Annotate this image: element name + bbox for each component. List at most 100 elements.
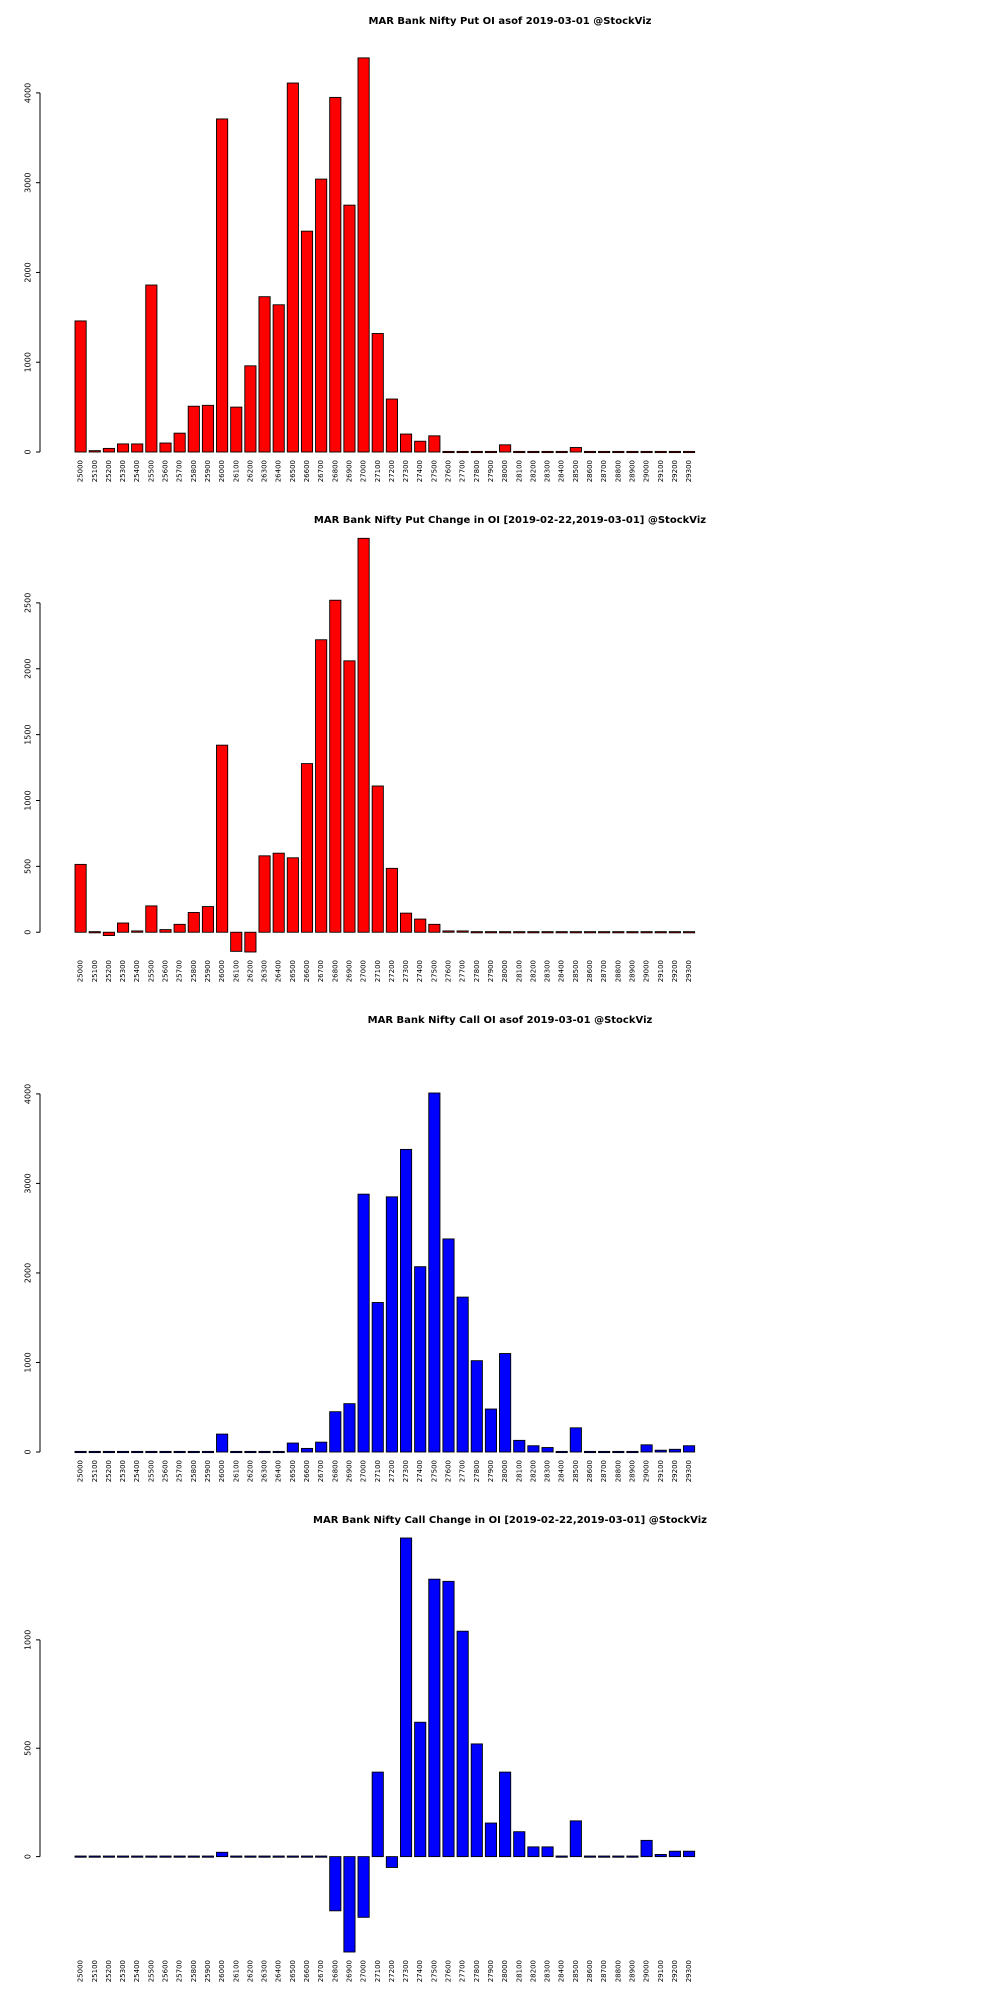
bar-25600 (159, 1855, 172, 1858)
x-tick-label: 25500 (147, 460, 155, 482)
x-tick-label: 25700 (176, 460, 184, 482)
bar-25400 (131, 1450, 144, 1454)
x-tick-label: 27400 (416, 960, 424, 982)
bar-27700 (456, 930, 469, 933)
x-tick-label: 25200 (105, 1960, 113, 1982)
bar-27700 (456, 1296, 469, 1453)
bar-28500 (569, 1820, 582, 1858)
bar-26000 (216, 118, 229, 453)
y-tick-label: 2000 (24, 262, 33, 282)
x-tick-label: 26200 (246, 960, 254, 982)
x-tick-label: 27600 (445, 1460, 453, 1482)
bar-27800 (470, 1360, 483, 1453)
x-tick-label: 25800 (190, 1960, 198, 1982)
bar-29100 (654, 1854, 667, 1858)
bar-28000 (499, 444, 512, 453)
bar-28700 (598, 1855, 611, 1858)
bar-27900 (484, 450, 498, 454)
bar-25200 (102, 931, 115, 936)
bar-29000 (640, 931, 653, 934)
bar-28400 (555, 931, 568, 934)
y-tick-label: 1000 (24, 790, 33, 810)
x-tick-label: 29000 (643, 1460, 651, 1482)
chart-title: MAR Bank Nifty Call OI asof 2019-03-01 @… (368, 1015, 653, 1026)
x-tick-label: 26900 (345, 1460, 353, 1482)
bar-25400 (131, 443, 144, 453)
bar-28000 (499, 1771, 512, 1858)
x-tick-label: 26000 (218, 960, 226, 982)
x-tick-label: 25600 (162, 460, 170, 482)
x-tick-label: 28800 (614, 1460, 622, 1482)
x-tick-label: 28500 (572, 460, 580, 482)
bar-26900 (343, 1403, 356, 1453)
x-tick-label: 26000 (218, 1460, 226, 1482)
x-tick-label: 28800 (614, 1960, 622, 1982)
bar-27300 (400, 1537, 413, 1858)
x-tick-label: 25700 (176, 960, 184, 982)
x-tick-label: 28500 (572, 1960, 580, 1982)
x-tick-label: 26200 (246, 460, 254, 482)
bar-26200 (244, 1855, 257, 1858)
x-tick-label: 25500 (147, 1960, 155, 1982)
x-tick-label: 28900 (628, 960, 636, 982)
bar-27400 (414, 440, 427, 453)
bar-28300 (541, 450, 554, 454)
x-tick-label: 27600 (445, 460, 453, 482)
bar-28400 (555, 1450, 568, 1454)
y-tick-label: 0 (24, 1854, 33, 1859)
bar-28400 (555, 450, 568, 454)
bar-28600 (583, 450, 597, 454)
bar-25800 (187, 1855, 200, 1858)
x-tick-label: 29100 (657, 960, 665, 982)
x-tick-label: 25600 (162, 960, 170, 982)
bar-27200 (385, 398, 398, 453)
x-tick-label: 27700 (459, 1960, 467, 1982)
bar-27100 (371, 1302, 384, 1453)
bar-26300 (258, 1450, 271, 1454)
bar-27100 (371, 333, 384, 453)
bar-25000 (74, 863, 87, 933)
bar-26600 (300, 1855, 314, 1858)
bar-25000 (74, 320, 87, 453)
x-tick-label: 29100 (657, 460, 665, 482)
bar-29200 (668, 931, 681, 934)
x-tick-label: 25900 (204, 1460, 212, 1482)
x-tick-label: 25700 (176, 1460, 184, 1482)
x-tick-label: 28600 (586, 1960, 594, 1982)
x-tick-label: 25400 (133, 460, 141, 482)
bar-28100 (513, 931, 526, 934)
bar-25500 (145, 905, 158, 933)
chart-title: MAR Bank Nifty Put OI asof 2019-03-01 @S… (369, 16, 652, 27)
bar-25200 (102, 1855, 115, 1858)
x-tick-label: 27000 (360, 1460, 368, 1482)
bar-28900 (626, 1450, 639, 1454)
x-tick-label: 27400 (416, 460, 424, 482)
x-tick-label: 28000 (501, 1460, 509, 1482)
x-tick-label: 28200 (529, 1460, 537, 1482)
bar-27000 (357, 57, 370, 453)
x-tick-label: 26700 (317, 1960, 325, 1982)
bar-27500 (428, 435, 441, 453)
x-tick-label: 26900 (345, 1960, 353, 1982)
x-tick-label: 26700 (317, 1460, 325, 1482)
x-tick-label: 27500 (430, 1460, 438, 1482)
x-tick-label: 26100 (232, 1960, 240, 1982)
x-tick-label: 25600 (162, 1960, 170, 1982)
bar-29300 (683, 450, 696, 454)
bar-27200 (385, 867, 398, 933)
bar-29000 (640, 1444, 653, 1453)
x-tick-label: 28500 (572, 1460, 580, 1482)
x-tick-label: 27200 (388, 1960, 396, 1982)
bar-27900 (484, 1822, 498, 1858)
bar-26000 (216, 1851, 229, 1858)
bar-26300 (258, 855, 271, 933)
bar-25300 (116, 443, 130, 453)
x-tick-label: 25400 (133, 1960, 141, 1982)
x-tick-label: 25000 (77, 460, 85, 482)
bar-27300 (400, 433, 413, 453)
x-tick-label: 27900 (487, 1960, 495, 1982)
x-tick-label: 27600 (445, 960, 453, 982)
bar-25800 (187, 1450, 200, 1454)
bar-26200 (244, 931, 257, 953)
x-tick-label: 27300 (402, 1460, 410, 1482)
